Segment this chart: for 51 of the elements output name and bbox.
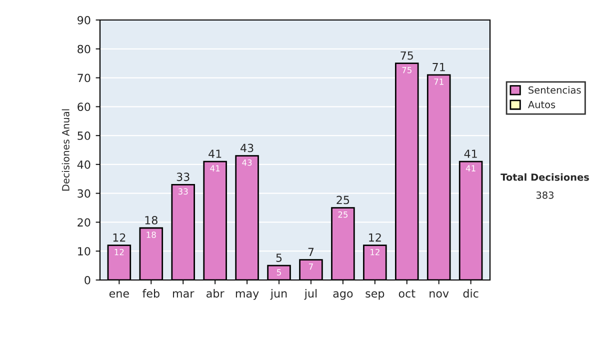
total-label: 18: [145, 216, 158, 224]
x-tick-label: abr: [206, 289, 224, 298]
text: 383: [536, 191, 554, 199]
total-label: 7: [308, 248, 314, 256]
y-tick-label: 70: [78, 74, 90, 82]
total-label: 75: [400, 51, 413, 60]
total-label: 12: [369, 233, 381, 242]
y-tick-label: 20: [78, 218, 90, 227]
y-tick-label: 60: [78, 102, 90, 112]
x-tick-label: jul: [304, 289, 317, 300]
total-label: 25: [336, 196, 350, 204]
data-label: 71: [434, 78, 444, 85]
y-tick-label: 50: [78, 132, 90, 140]
total-label: 12: [113, 233, 126, 242]
legend-label: Sentencias: [528, 86, 581, 94]
data-label: 43: [242, 159, 252, 166]
data-label: 12: [114, 248, 124, 256]
x-tick-label: nov: [430, 291, 449, 298]
y-tick-label: 80: [78, 44, 90, 54]
x-tick-label: sep: [366, 291, 384, 300]
y-tick-label: 40: [77, 160, 90, 169]
data-label: 25: [338, 211, 348, 218]
data-label: 41: [466, 165, 476, 172]
data-label: 7: [309, 264, 313, 270]
x-tick-label: oct: [398, 290, 416, 298]
y-tick-label: 30: [78, 189, 90, 198]
data-label: 5: [277, 269, 281, 276]
y-tick-label: 0: [84, 276, 90, 284]
x-tick-label: ene: [109, 291, 129, 298]
text: Total Decisiones: [500, 173, 589, 181]
legend-label: Autos: [528, 101, 556, 108]
y-tick-label: 90: [78, 16, 90, 24]
data-label: 12: [370, 248, 380, 256]
data-label: 18: [146, 232, 156, 238]
x-tick-label: may: [236, 291, 259, 300]
data-label: 41: [210, 165, 220, 172]
x-tick-label: dic: [463, 289, 478, 298]
total-label: 5: [276, 254, 282, 262]
x-tick-label: mar: [173, 291, 194, 298]
data-label: 75: [402, 67, 412, 74]
total-label: 43: [240, 144, 254, 152]
data-label: 33: [178, 188, 188, 195]
x-tick-label: feb: [142, 289, 160, 298]
x-tick-label: jun: [270, 289, 287, 300]
total-label: 41: [208, 150, 222, 158]
y-axis-title: Decisiones Anual: [62, 109, 70, 191]
total-label: 33: [176, 172, 190, 182]
total-label: 41: [464, 150, 477, 158]
x-tick-label: ago: [333, 291, 353, 300]
y-tick-label: 10: [78, 247, 90, 256]
total-label: 71: [432, 63, 445, 72]
